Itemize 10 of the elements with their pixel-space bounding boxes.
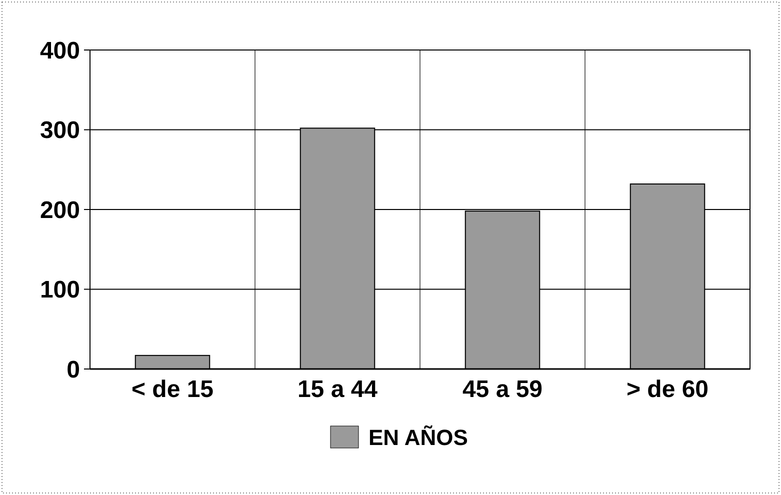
x-tick-label: < de 15 — [131, 376, 214, 403]
y-tick-label: 300 — [40, 117, 80, 144]
x-tick-label: 15 a 44 — [297, 376, 378, 403]
y-tick-label: 100 — [40, 276, 80, 304]
y-tick-label: 200 — [40, 196, 80, 224]
y-tick-label: 400 — [40, 37, 80, 64]
legend-label: EN AÑOS — [368, 425, 468, 450]
y-tick-label: 0 — [66, 356, 80, 384]
x-tick-label: 45 a 59 — [462, 376, 543, 403]
x-tick-label: > de 60 — [626, 376, 709, 403]
